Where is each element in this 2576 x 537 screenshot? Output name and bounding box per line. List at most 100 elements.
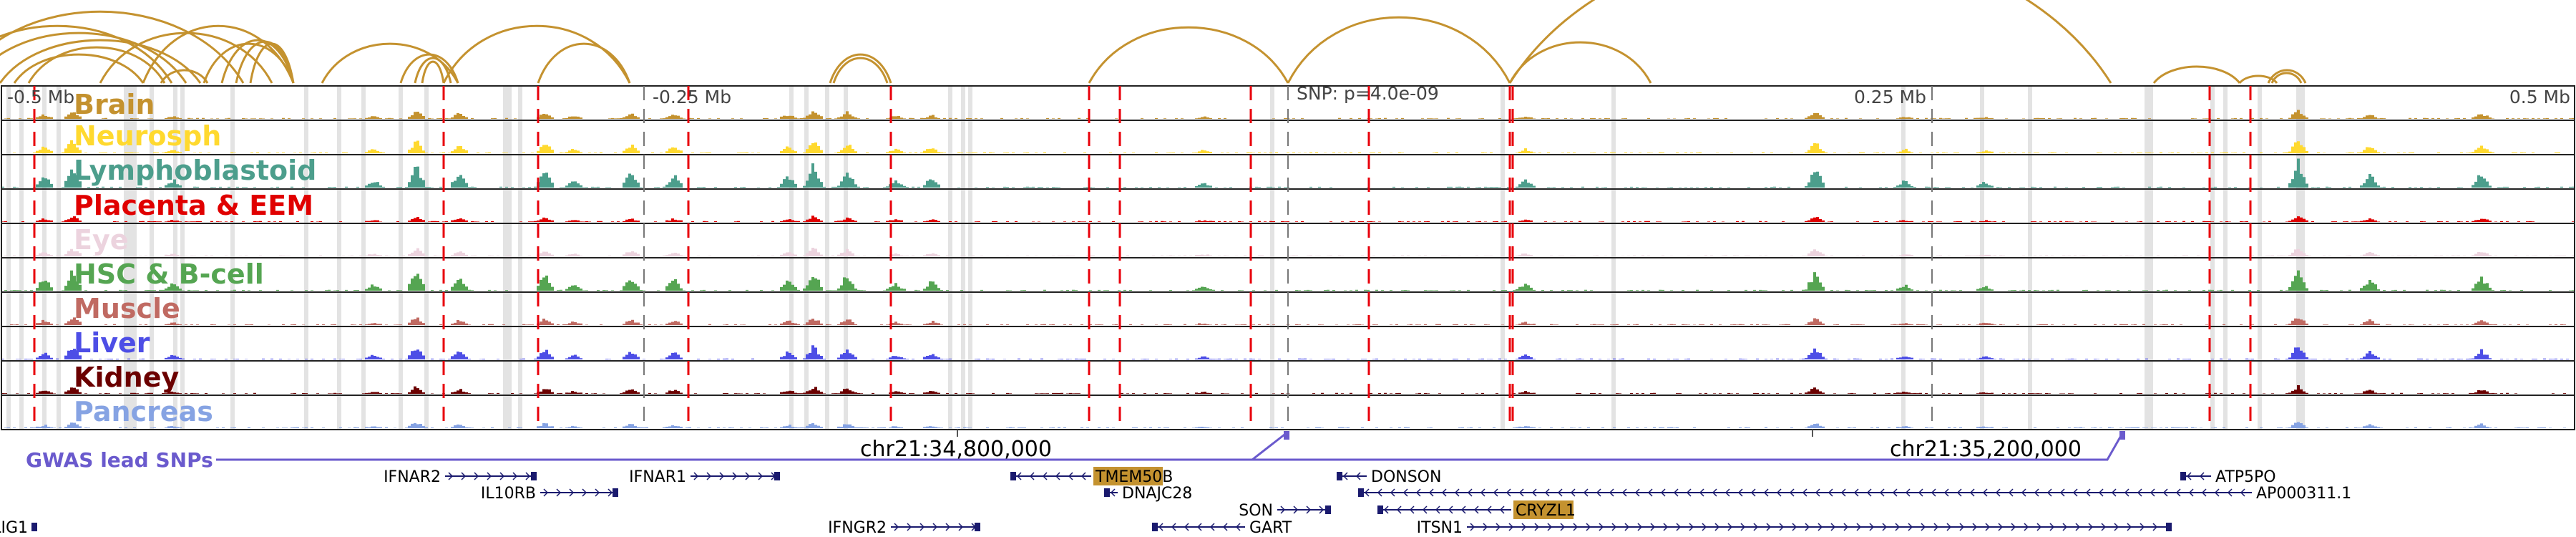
gene-ifnar2: IFNAR2 bbox=[384, 468, 537, 486]
loop-arc bbox=[1508, 41, 1652, 84]
loop-arc bbox=[0, 10, 245, 84]
strand-arrow bbox=[1596, 488, 1601, 497]
gene-tmem50b: TMEM50B bbox=[1010, 467, 1173, 486]
coord-label-35200000: chr21:35,200,000 bbox=[1890, 437, 2082, 462]
strand-arrow bbox=[1209, 523, 1215, 531]
strand-arrow bbox=[2059, 488, 2065, 497]
gene-donson: DONSON bbox=[1337, 468, 1441, 486]
gene-highlight-bg bbox=[1093, 467, 1163, 485]
strand-arrow bbox=[1995, 488, 2001, 497]
gene-highlight-bg bbox=[1513, 500, 1574, 519]
strand-arrow bbox=[958, 523, 964, 531]
gene-exon bbox=[31, 523, 37, 531]
strand-arrow bbox=[1586, 523, 1591, 531]
strand-arrow bbox=[1306, 505, 1312, 514]
strand-arrow bbox=[1402, 488, 1408, 497]
gene-label: IL10RB bbox=[481, 485, 536, 503]
gene-label: AP000311.1 bbox=[2256, 485, 2351, 503]
strand-arrow bbox=[2021, 488, 2026, 497]
loop-arc bbox=[2267, 69, 2307, 84]
strand-arrow bbox=[1740, 523, 1746, 531]
strand-arrow bbox=[1647, 488, 1653, 497]
strand-arrow bbox=[1712, 488, 1717, 497]
strand-arrow bbox=[1415, 488, 1421, 497]
strand-arrow bbox=[2024, 523, 2029, 531]
strand-arrow bbox=[1702, 523, 1707, 531]
gene-exon bbox=[1377, 505, 1383, 514]
track-label-kidney: Kidney bbox=[74, 362, 179, 393]
strand-arrow bbox=[1998, 523, 2004, 531]
gene-cryzl1: CRYZL1 bbox=[1377, 500, 1576, 520]
strand-arrow bbox=[1506, 488, 1511, 497]
strand-arrow bbox=[1689, 523, 1694, 531]
gene-dnajc28: DNAJC28 bbox=[1104, 485, 1192, 503]
strand-arrow bbox=[2137, 488, 2142, 497]
strand-arrow bbox=[1843, 523, 1849, 531]
gene-exon bbox=[774, 472, 780, 480]
loop-arc bbox=[0, 24, 173, 84]
loop-arc bbox=[537, 42, 631, 84]
strand-arrow bbox=[582, 488, 587, 497]
strand-arrow bbox=[1599, 523, 1604, 531]
strand-arrow bbox=[1724, 488, 1730, 497]
gene-label: ATP5PO bbox=[2215, 468, 2276, 486]
signal-kidney bbox=[1, 384, 2566, 394]
strand-arrow bbox=[1972, 523, 1978, 531]
strand-arrow bbox=[2214, 488, 2220, 497]
strand-arrow bbox=[461, 472, 467, 480]
strand-arrow bbox=[1222, 523, 1228, 531]
loop-arc bbox=[399, 53, 459, 84]
strand-arrow bbox=[1390, 488, 1395, 497]
strand-arrow bbox=[745, 472, 751, 480]
strand-arrow bbox=[1985, 523, 1991, 531]
strand-arrow bbox=[1959, 523, 1965, 531]
strand-arrow bbox=[525, 472, 531, 480]
axis-label-minus-0.5: -0.5 Mb bbox=[7, 87, 74, 107]
loop-arc bbox=[1508, 0, 2112, 84]
strand-arrow bbox=[2124, 488, 2129, 497]
strand-arrow bbox=[1802, 488, 1807, 497]
signal-brain bbox=[4, 110, 2575, 119]
gene-exon bbox=[1010, 472, 1016, 480]
strand-arrow bbox=[543, 488, 549, 497]
strand-arrow bbox=[1763, 488, 1769, 497]
strand-arrow bbox=[1499, 505, 1505, 514]
axis-label-minus-0.25: -0.25 Mb bbox=[653, 87, 731, 107]
gene-label: IFNAR1 bbox=[629, 468, 686, 486]
strand-arrow bbox=[1818, 523, 1823, 531]
strand-arrow bbox=[1547, 523, 1553, 531]
loop-arc bbox=[249, 42, 295, 84]
strand-arrow bbox=[1448, 505, 1453, 514]
track-label-brain: Brain bbox=[74, 89, 155, 120]
strand-arrow bbox=[556, 488, 562, 497]
strand-arrow bbox=[2101, 523, 2107, 531]
chromatin-loop-arcs bbox=[0, 0, 2307, 84]
strand-arrow bbox=[1573, 523, 1579, 531]
gene-il10rb: IL10RB bbox=[481, 485, 618, 503]
track-label-liver: Liver bbox=[74, 327, 150, 359]
strand-arrow bbox=[1637, 523, 1643, 531]
strand-arrow bbox=[1460, 505, 1466, 514]
gene-ifnar1: IFNAR1 bbox=[629, 468, 780, 486]
strand-arrow bbox=[595, 488, 600, 497]
gene-son: SON bbox=[1239, 502, 1331, 520]
loop-arc bbox=[160, 69, 209, 84]
strand-arrow bbox=[1943, 488, 1949, 497]
gene-gart: GART bbox=[1152, 519, 1292, 537]
strand-arrow bbox=[2111, 488, 2117, 497]
loop-arc bbox=[0, 39, 202, 84]
strand-arrow bbox=[1830, 523, 1836, 531]
strand-arrow bbox=[1805, 523, 1810, 531]
strand-arrow bbox=[1483, 523, 1488, 531]
strand-arrow bbox=[1853, 488, 1859, 497]
strand-arrow bbox=[1879, 488, 1885, 497]
gwas-snp-marker-1 bbox=[1284, 431, 1289, 440]
strand-arrow bbox=[487, 472, 492, 480]
strand-arrow bbox=[1467, 488, 1473, 497]
axis-label-0.25: 0.25 Mb bbox=[1854, 87, 1926, 107]
gene-itsn1: ITSN1 bbox=[1417, 519, 2172, 537]
strand-arrow bbox=[1422, 505, 1428, 514]
signal-pancreas bbox=[4, 422, 2566, 428]
strand-arrow bbox=[1892, 488, 1898, 497]
gene-label: ITSN1 bbox=[1417, 519, 1463, 537]
